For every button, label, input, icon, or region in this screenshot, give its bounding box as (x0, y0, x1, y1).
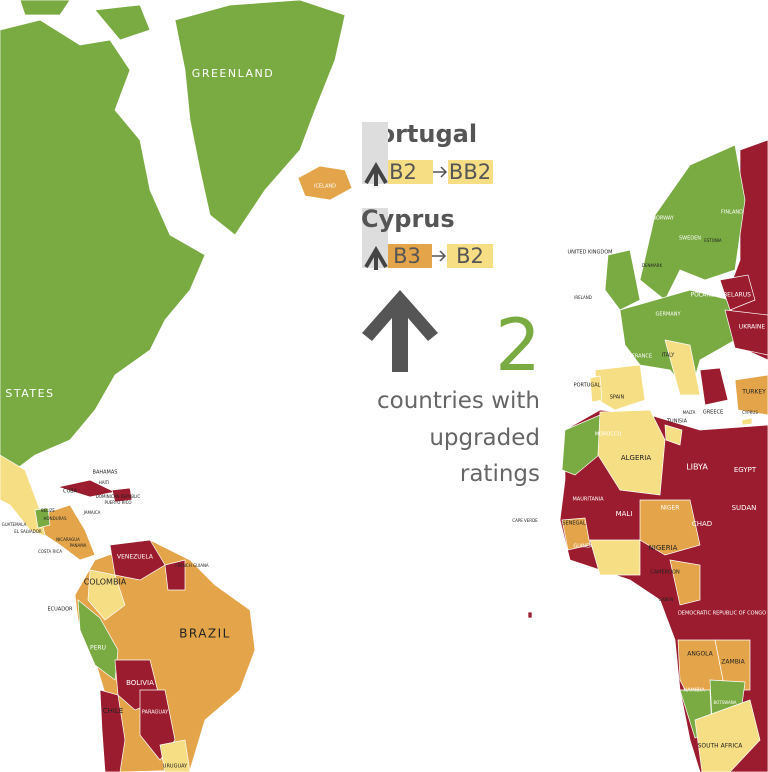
country-label: COLOMBIA (84, 578, 127, 587)
country-label: FRANCE (632, 354, 652, 360)
country-label: NIGERIA (649, 544, 678, 552)
country-label: TURKEY (741, 389, 766, 396)
country-label: CAMEROON (650, 570, 680, 576)
country-label: NIGER (661, 505, 680, 512)
country-label: MAURITANIA (572, 497, 604, 503)
country-label: UKRAINE (739, 324, 766, 331)
from-rating: B3 (393, 244, 421, 268)
rating-box (448, 160, 493, 184)
country-label: BELARUS (723, 292, 751, 299)
country-label: FRENCH GUIANA (175, 563, 209, 568)
country-label: PANAMA (70, 543, 87, 548)
arrow-icon (432, 250, 447, 262)
country-label: JAMAICA (83, 510, 101, 515)
country-label: ITALY (662, 353, 676, 359)
country-label: ALGERIA (621, 454, 651, 462)
country-label: MALI (616, 510, 633, 518)
country-label: BAHAMAS (93, 470, 118, 476)
country-label: SUDAN (732, 504, 757, 512)
to-rating: B2 (456, 244, 484, 268)
upgrade-card: Portugal B2 BB2 (361, 120, 493, 186)
country-label: BOLIVIA (126, 679, 154, 687)
country-label: SWEDEN (679, 236, 701, 242)
country-label: GUATEMALA (2, 522, 27, 527)
country-label: CHAD (692, 520, 712, 528)
country-label: DEMOCRATIC REPUBLIC OF CONGO (678, 611, 766, 617)
country-label: VENEZUELA (117, 554, 154, 561)
upgrade-count: 2 (495, 303, 541, 387)
country-label: TUNISIA (666, 419, 688, 425)
country-label: COSTA RICA (38, 549, 62, 554)
country-label: EGYPT (734, 466, 757, 474)
country-label: ESTONIA (704, 238, 722, 243)
country-name: Cyprus (361, 205, 455, 233)
map-labels: GREENLAND ICELAND STATES BAHAMAS CUBA HAITI JA… (2, 67, 766, 770)
country-label: GERMANY (655, 312, 681, 318)
country-label: BELIZE (41, 508, 55, 513)
country-label: DENMARK (642, 263, 663, 268)
upgrade-card: Cyprus B3 B2 (361, 205, 493, 270)
country-label: MOROCCO (595, 432, 622, 438)
country-label: SPAIN (610, 395, 625, 401)
rating-box (388, 160, 433, 184)
country-label: STATES (5, 387, 54, 400)
country-label: ICELAND (314, 184, 336, 190)
summary-line: ratings (460, 461, 540, 487)
country-label: SOUTH AFRICA (698, 743, 744, 750)
up-arrow-icon (364, 162, 388, 186)
rating-box (447, 244, 493, 268)
country-label: SENEGAL (562, 521, 586, 527)
country-label: CHILE (103, 707, 124, 715)
from-rating: B2 (389, 160, 417, 184)
country-label: GUINEA (573, 544, 593, 550)
country-label: HAITI (99, 480, 110, 485)
country-label: HONDURAS (43, 516, 67, 521)
country-label: UNITED KINGDOM (568, 250, 613, 256)
country-label: URUGUAY (163, 764, 188, 770)
country-label: NAMIBIA (683, 688, 705, 694)
country-label: POLAND (690, 292, 715, 299)
country-label: LIBYA (686, 463, 708, 472)
country-label: ZAMBIA (721, 659, 745, 666)
country-label: IRELAND (574, 295, 592, 300)
arrow-icon (433, 166, 448, 178)
summary-line: countries with (377, 388, 540, 414)
summary-line: upgraded (429, 425, 540, 451)
country-label: DOMINICAN REPUBLIC (96, 494, 141, 499)
country-label: GREENLAND (192, 67, 274, 80)
country-label: BRAZIL (179, 627, 231, 641)
country-label: PARAGUAY (142, 710, 169, 716)
country-label: MALTA (683, 410, 696, 415)
country-label: PORTUGAL (574, 383, 601, 389)
country-label: FINLAND (721, 210, 743, 216)
country-label: CAPE VERDE (512, 518, 538, 523)
country-label: GABON (659, 597, 674, 602)
country-label: NICARAGUA (56, 537, 80, 542)
country-label: CUBA (63, 489, 78, 495)
country-label: NORWAY (652, 216, 675, 222)
country-label: GREECE (703, 410, 723, 416)
country-label: ECUADOR (48, 607, 74, 613)
country-label: PERU (90, 645, 106, 652)
country-label: PUERTO RICO (104, 500, 131, 505)
country-label: CYPRUS (742, 410, 758, 415)
country-label: EL SALVADOR (14, 529, 42, 534)
country-label: ANGOLA (687, 651, 713, 658)
up-arrow-icon (364, 246, 388, 270)
to-rating: BB2 (449, 160, 491, 184)
big-up-arrow (362, 290, 438, 372)
country-label: BOTSWANA (713, 700, 736, 705)
rating-box (388, 244, 432, 268)
